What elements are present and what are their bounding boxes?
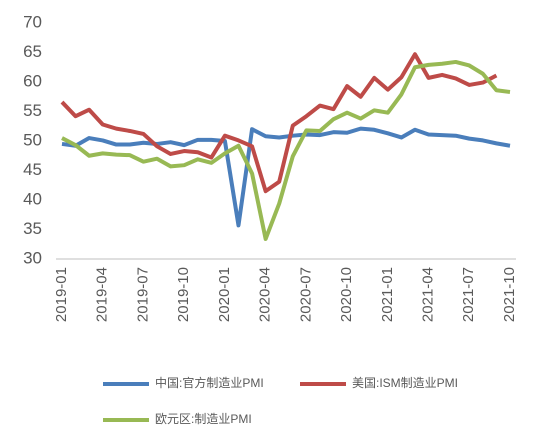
x-tick-label: 2020-04: [257, 267, 274, 322]
x-tick-label: 2020-10: [338, 267, 355, 322]
series-line: [61, 59, 511, 241]
y-tick-label: 70: [23, 12, 42, 31]
x-tick-label: 2021-10: [501, 267, 518, 322]
x-tick-label: 2019-04: [94, 267, 111, 322]
x-tick-label: 2021-01: [379, 267, 396, 322]
x-tick-label: 2020-01: [216, 267, 233, 322]
x-tick-label: 2021-07: [460, 267, 477, 322]
y-tick-label: 55: [23, 101, 42, 120]
series-line: [61, 126, 511, 228]
y-tick-label: 60: [23, 71, 42, 90]
x-tick-label: 2019-01: [53, 267, 70, 322]
legend-label: 美国:ISM制造业PMI: [352, 376, 458, 390]
y-tick-label: 30: [23, 248, 42, 267]
x-tick-label: 2019-10: [175, 267, 192, 322]
y-tick-label: 65: [23, 42, 42, 61]
x-tick-label: 2021-04: [420, 267, 437, 322]
legend-label: 欧元区:制造业PMI: [155, 412, 252, 426]
y-tick-label: 50: [23, 130, 42, 149]
x-tick-label: 2020-07: [297, 267, 314, 322]
series-line: [60, 52, 498, 194]
y-tick-label: 45: [23, 160, 42, 179]
y-tick-label: 35: [23, 219, 42, 238]
legend-label: 中国:官方制造业PMI: [155, 375, 264, 390]
x-tick-label: 2019-07: [134, 267, 151, 322]
y-tick-label: 40: [23, 189, 42, 208]
